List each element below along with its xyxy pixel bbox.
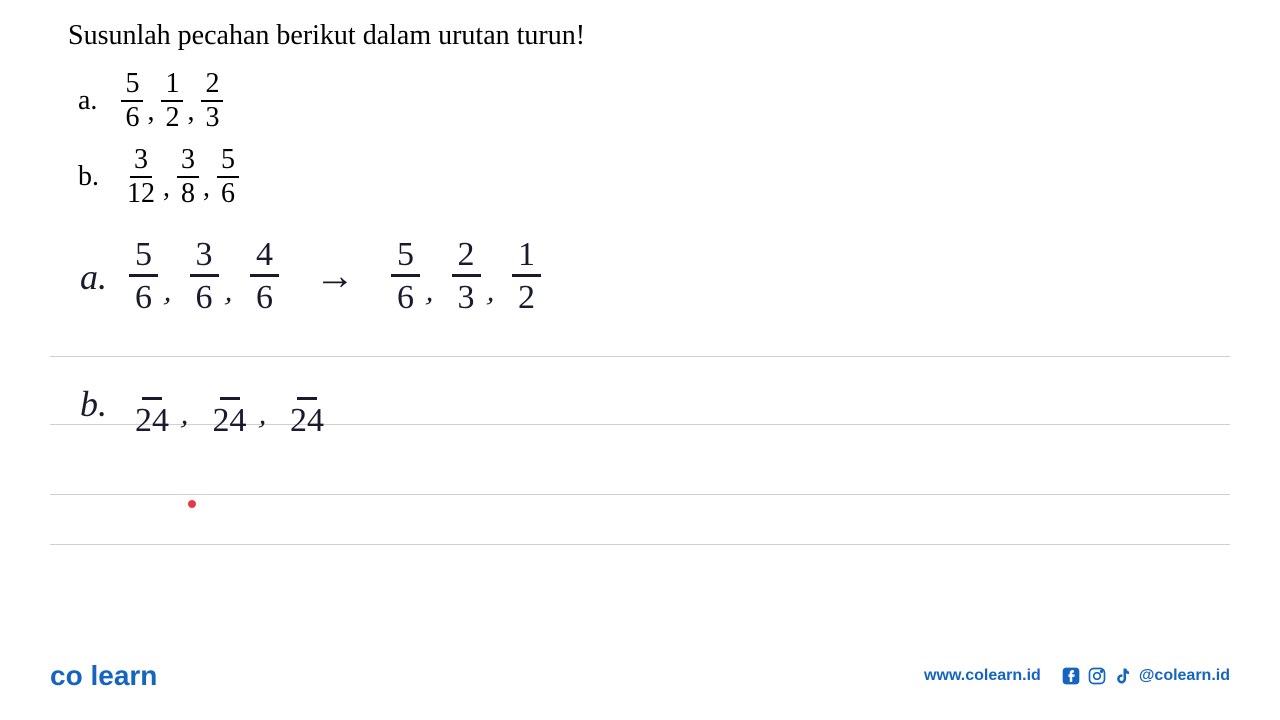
hw-comma: , <box>484 275 500 310</box>
logo-co: co <box>50 660 83 691</box>
hw-comma: , <box>256 398 272 433</box>
handwritten-row-a: a. 5 6 , 3 6 , 4 6 → 5 6 , 2 3 , 1 2 <box>80 238 1280 315</box>
hw-label-b: b. <box>80 383 107 425</box>
hw-fraction: 5 6 <box>129 238 158 315</box>
separator-comma: , <box>203 172 210 204</box>
problem-b: b. 3 12 , 3 8 , 5 6 <box>78 146 1230 208</box>
ruled-line <box>50 356 1230 357</box>
fraction-display: 5 6 <box>121 70 143 132</box>
separator-comma: , <box>187 96 194 128</box>
separator-comma: , <box>163 172 170 204</box>
fraction-display: 2 3 <box>201 70 223 132</box>
footer: co learn www.colearn.id @colearn.id <box>0 660 1280 692</box>
hw-fraction: 2 3 <box>452 238 481 315</box>
hw-fraction: 24 <box>129 370 175 438</box>
fraction-display: 3 12 <box>123 146 159 208</box>
hw-fraction: 1 2 <box>512 238 541 315</box>
handwritten-work: a. 5 6 , 3 6 , 4 6 → 5 6 , 2 3 , 1 2 <box>0 238 1280 438</box>
hw-comma: , <box>179 398 195 433</box>
instagram-icon <box>1087 666 1107 686</box>
problem-a-fractions: 5 6 , 1 2 , 2 3 <box>121 70 223 132</box>
question-title: Susunlah pecahan berikut dalam urutan tu… <box>68 20 1230 52</box>
arrow-icon: → <box>315 254 355 299</box>
fraction-display: 1 2 <box>161 70 183 132</box>
hw-comma: , <box>424 275 440 310</box>
hw-fraction: 5 6 <box>391 238 420 315</box>
problem-content: Susunlah pecahan berikut dalam urutan tu… <box>0 0 1280 208</box>
facebook-icon <box>1061 666 1081 686</box>
separator-comma: , <box>147 96 154 128</box>
website-url: www.colearn.id <box>924 667 1041 685</box>
social-handle: @colearn.id <box>1139 667 1230 685</box>
hw-fraction: 4 6 <box>250 238 279 315</box>
hw-fraction: 24 <box>284 370 330 438</box>
hw-label-a: a. <box>80 256 107 298</box>
brand-logo: co learn <box>50 660 157 692</box>
problem-a: a. 5 6 , 1 2 , 2 3 <box>78 70 1230 132</box>
logo-learn: learn <box>90 660 157 691</box>
tiktok-icon <box>1113 666 1133 686</box>
hw-comma: , <box>162 275 178 310</box>
problem-b-fractions: 3 12 , 3 8 , 5 6 <box>123 146 239 208</box>
ruled-line <box>50 544 1230 545</box>
hw-fraction: 3 6 <box>190 238 219 315</box>
handwritten-row-b: b. 24 , 24 , 24 <box>80 370 1280 438</box>
cursor-dot <box>188 500 196 508</box>
fraction-display: 3 8 <box>177 146 199 208</box>
problem-a-label: a. <box>78 85 97 117</box>
social-icons: @colearn.id <box>1061 666 1230 686</box>
problem-b-label: b. <box>78 161 99 193</box>
ruled-line <box>50 494 1230 495</box>
hw-comma: , <box>222 275 238 310</box>
footer-right: www.colearn.id @colearn.id <box>924 666 1230 686</box>
hw-fraction: 24 <box>207 370 253 438</box>
fraction-display: 5 6 <box>217 146 239 208</box>
